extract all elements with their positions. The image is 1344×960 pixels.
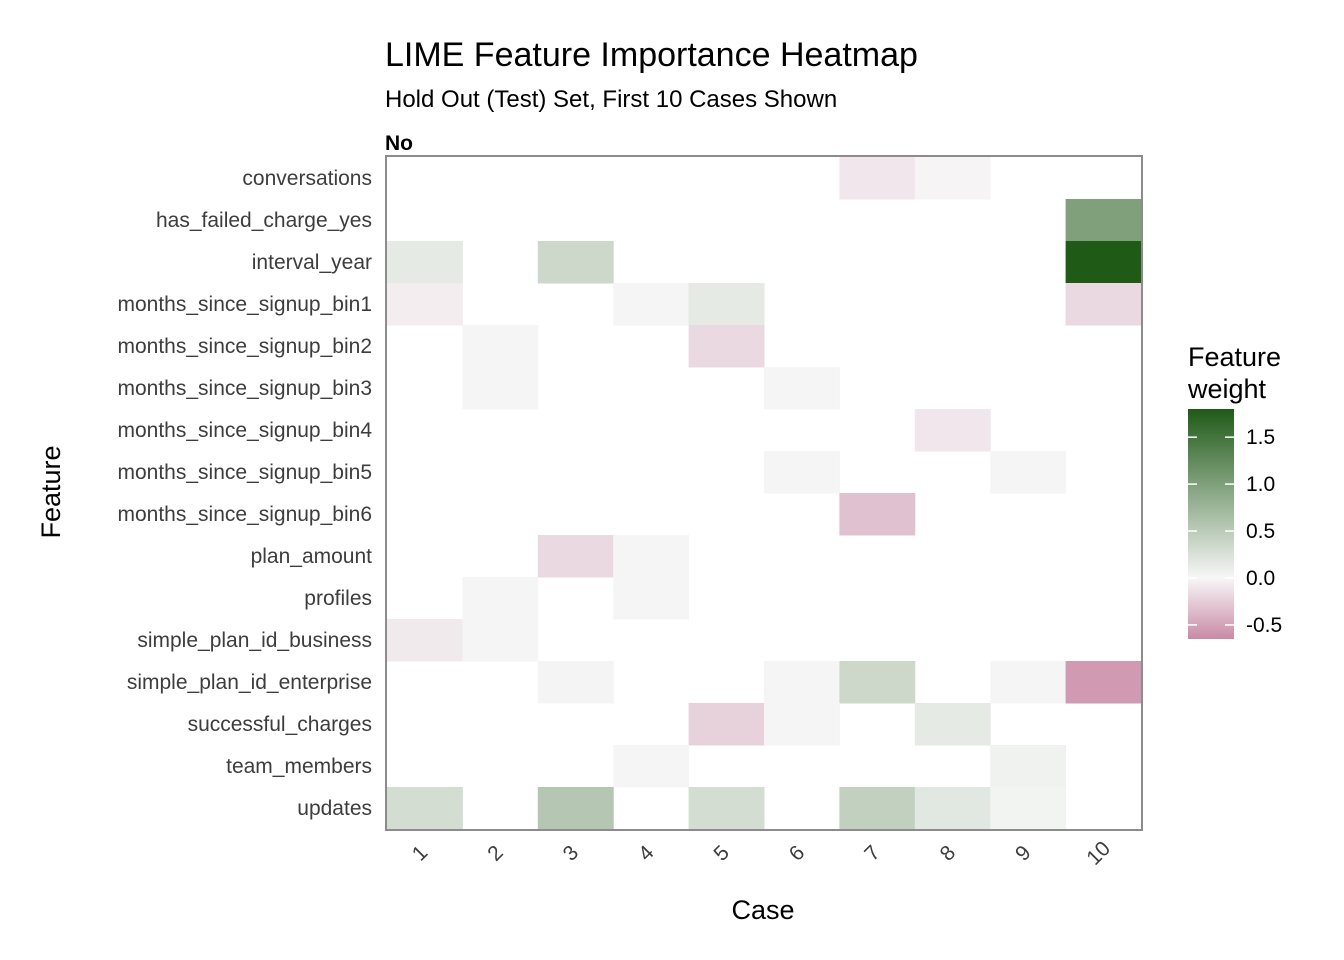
facet-label: No	[385, 132, 413, 155]
y-tick-label: months_since_signup_bin6	[117, 503, 372, 526]
y-tick-label: conversations	[242, 167, 372, 190]
x-tick-label: 1	[408, 841, 433, 866]
colorbar-gradient	[1188, 409, 1234, 639]
heatmap-cell	[839, 157, 916, 200]
x-tick-label: 4	[634, 841, 659, 866]
colorbar-tick-label: 1.5	[1246, 426, 1275, 449]
x-tick-label: 8	[936, 841, 961, 866]
y-tick-label: months_since_signup_bin1	[117, 293, 372, 316]
heatmap-cell	[990, 745, 1067, 788]
heatmap-cell	[990, 451, 1067, 494]
x-tick-label: 6	[785, 841, 810, 866]
colorbar-tick-label: 1.0	[1246, 473, 1275, 496]
y-tick-label: simple_plan_id_business	[137, 629, 372, 652]
y-axis-tick-labels: conversations has_failed_charge_yesinterv…	[117, 167, 372, 820]
colorbar-tick-label: 0.5	[1246, 520, 1275, 543]
colorbar-tick-label: -0.5	[1246, 614, 1282, 637]
heatmap-cell	[839, 787, 916, 830]
y-tick-label: team_members	[226, 755, 372, 778]
x-tick-label: 7	[860, 841, 885, 866]
heatmap-cell	[1065, 199, 1142, 242]
heatmap-cell	[462, 325, 539, 368]
chart-subtitle: Hold Out (Test) Set, First 10 Cases Show…	[385, 86, 837, 113]
heatmap-cell	[387, 241, 463, 284]
heatmap-cell	[688, 325, 765, 368]
y-tick-label: successful_charges	[188, 713, 372, 736]
heatmap-cell	[990, 661, 1067, 704]
heatmap-cell	[462, 619, 539, 662]
heatmap-cell	[537, 787, 614, 830]
heatmap-cell	[1065, 661, 1142, 704]
x-tick-label: 2	[483, 841, 508, 866]
heatmap-cell	[613, 745, 690, 788]
y-axis-label: Feature	[36, 445, 66, 538]
y-tick-label: has_failed_charge_yes	[156, 209, 372, 232]
x-tick-label: 9	[1011, 841, 1036, 866]
heatmap-cell	[613, 283, 690, 326]
heatmap-cell	[914, 703, 991, 746]
y-tick-label: interval_year	[252, 251, 372, 274]
heatmap-cell	[764, 367, 840, 410]
x-axis-tick-labels: 1 2 3 4 5 6 7 8 9 10	[408, 837, 1115, 870]
heatmap-cell	[537, 535, 614, 578]
heatmap-cell	[764, 703, 840, 746]
heatmap-cell	[688, 703, 765, 746]
heatmap-cell	[537, 241, 614, 284]
heatmap-cell	[613, 577, 690, 620]
heatmap-cell	[1065, 283, 1142, 326]
colorbar-tick-label: 0.0	[1246, 567, 1275, 590]
heatmap-cell	[387, 787, 463, 830]
heatmap-cell	[914, 409, 991, 452]
x-tick-label: 5	[709, 841, 734, 866]
heatmap-cells	[387, 157, 1142, 830]
heatmap-cell	[839, 661, 916, 704]
y-tick-label: months_since_signup_bin5	[117, 461, 372, 484]
y-tick-label: months_since_signup_bin4	[117, 419, 372, 442]
legend-title-line-2: weight	[1187, 374, 1267, 404]
colorbar-ticks: -0.5 0.0 0.5 1.0 1.5	[1188, 426, 1282, 637]
heatmap-cell	[387, 619, 463, 662]
heatmap-cell	[462, 577, 539, 620]
chart-title: LIME Feature Importance Heatmap	[385, 36, 918, 74]
colorbar-legend: Feature weight -0.5 0.0 0.5 1.0 1.5	[1187, 342, 1282, 639]
heatmap-cell	[839, 493, 916, 536]
heatmap-cell	[914, 157, 991, 200]
legend-title-line-1: Feature	[1188, 342, 1281, 372]
heatmap-cell	[613, 535, 690, 578]
y-tick-label: plan_amount	[251, 545, 373, 568]
heatmap-cell	[764, 661, 840, 704]
y-tick-label: profiles	[304, 587, 372, 610]
x-tick-label: 10	[1082, 837, 1115, 870]
heatmap-cell	[462, 367, 539, 410]
x-tick-label: 3	[559, 841, 584, 866]
heatmap-cell	[914, 787, 991, 830]
y-tick-label: simple_plan_id_enterprise	[127, 671, 372, 694]
heatmap-cell	[537, 661, 614, 704]
x-axis-label: Case	[731, 895, 794, 925]
heatmap-cell	[688, 787, 765, 830]
y-tick-label: updates	[297, 797, 372, 820]
heatmap-cell	[688, 283, 765, 326]
plot-panel-border	[385, 155, 1143, 831]
y-tick-label: months_since_signup_bin3	[117, 377, 372, 400]
heatmap-cell	[1065, 241, 1142, 284]
heatmap-cell	[764, 451, 840, 494]
heatmap-cell	[990, 787, 1067, 830]
y-tick-label: months_since_signup_bin2	[117, 335, 372, 358]
heatmap-cell	[387, 283, 463, 326]
